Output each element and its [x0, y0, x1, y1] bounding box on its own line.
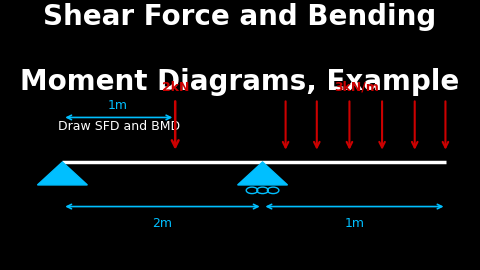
Text: Shear Force and Bending: Shear Force and Bending [43, 3, 437, 31]
Polygon shape [238, 162, 288, 185]
Polygon shape [37, 162, 87, 185]
Text: 2m: 2m [152, 217, 172, 230]
Text: 1m: 1m [344, 217, 364, 230]
Text: 3kN/m: 3kN/m [334, 81, 379, 94]
Text: Draw SFD and BMD: Draw SFD and BMD [58, 120, 180, 133]
Text: 2kN: 2kN [161, 81, 189, 94]
Text: 1m: 1m [108, 99, 128, 112]
Text: Moment Diagrams, Example: Moment Diagrams, Example [20, 68, 460, 96]
